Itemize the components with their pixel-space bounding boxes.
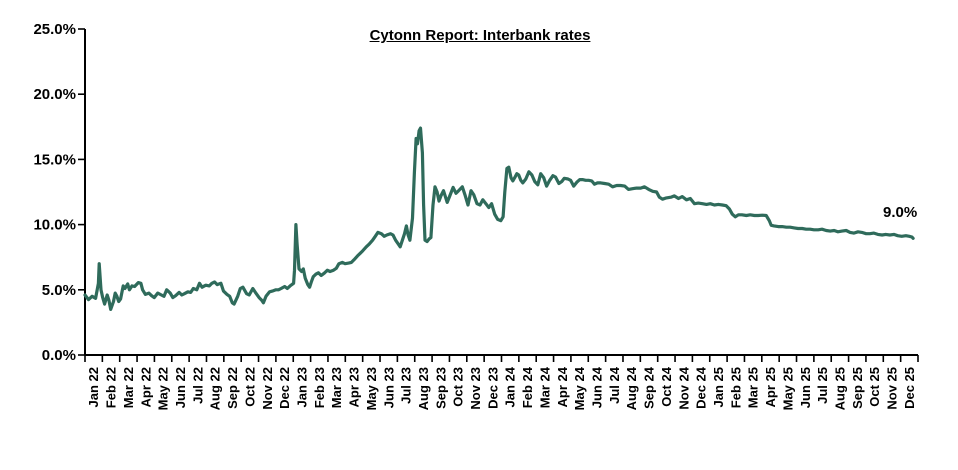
x-axis-label: Jan 23 bbox=[294, 367, 309, 407]
x-axis-label: Jan 22 bbox=[86, 367, 101, 407]
x-axis-label: Dec 22 bbox=[277, 367, 292, 409]
x-axis-label: Sep 25 bbox=[850, 367, 865, 409]
x-axis-label: Nov 24 bbox=[676, 366, 691, 409]
x-axis-label: Jun 22 bbox=[173, 367, 188, 408]
x-axis-label: Aug 23 bbox=[416, 367, 431, 410]
y-axis-label: 25.0% bbox=[33, 21, 76, 38]
x-axis-label: Sep 22 bbox=[225, 367, 240, 409]
x-axis-label: Dec 25 bbox=[902, 367, 917, 409]
x-axis-label: Dec 24 bbox=[694, 366, 709, 409]
x-axis-label: Jan 25 bbox=[711, 367, 726, 407]
x-axis-label: Mar 23 bbox=[329, 367, 344, 408]
last-value-label: 9.0% bbox=[883, 204, 918, 221]
x-axis-label: Aug 25 bbox=[832, 367, 847, 410]
x-axis-label: Sep 23 bbox=[433, 367, 448, 409]
x-axis-label: Sep 24 bbox=[642, 366, 657, 409]
x-axis-label: May 22 bbox=[156, 367, 171, 410]
y-axis-label: 20.0% bbox=[33, 86, 76, 103]
x-axis-label: Jul 25 bbox=[815, 367, 830, 404]
y-axis-label: 5.0% bbox=[42, 282, 76, 299]
x-axis-label: May 25 bbox=[780, 367, 795, 410]
x-axis-label: Feb 24 bbox=[520, 366, 535, 408]
x-axis-label: Feb 22 bbox=[104, 367, 119, 408]
x-axis-label: Dec 23 bbox=[485, 367, 500, 409]
x-axis-label: Feb 25 bbox=[728, 367, 743, 408]
x-axis-label: Oct 24 bbox=[659, 366, 674, 407]
x-axis-label: Jul 23 bbox=[399, 367, 414, 404]
x-axis-label: Nov 25 bbox=[885, 367, 900, 410]
x-axis-label: Aug 24 bbox=[624, 366, 639, 410]
x-axis-label: Mar 24 bbox=[537, 366, 552, 408]
x-axis-label: Jun 23 bbox=[381, 367, 396, 408]
x-axis-label: May 24 bbox=[572, 366, 587, 410]
x-axis-label: Nov 23 bbox=[468, 367, 483, 410]
x-axis-label: Jun 25 bbox=[798, 367, 813, 408]
interbank-rate-line bbox=[83, 126, 915, 311]
x-axis-label: Nov 22 bbox=[260, 367, 275, 410]
x-axis-label: May 23 bbox=[364, 367, 379, 410]
x-axis-label: Oct 23 bbox=[451, 367, 466, 407]
y-axis-label: 0.0% bbox=[42, 347, 76, 364]
x-axis-label: Jan 24 bbox=[503, 366, 518, 407]
x-axis-label: Oct 22 bbox=[242, 367, 257, 407]
x-axis-label: Mar 22 bbox=[121, 367, 136, 408]
x-axis-label: Apr 23 bbox=[347, 367, 362, 407]
x-axis-label: Oct 25 bbox=[867, 367, 882, 407]
x-axis-label: Feb 23 bbox=[312, 367, 327, 408]
x-axis-label: Apr 22 bbox=[138, 367, 153, 407]
x-axis-label: Apr 24 bbox=[555, 366, 570, 407]
x-axis-label: Jun 24 bbox=[589, 366, 604, 408]
x-axis-label: Apr 25 bbox=[763, 367, 778, 407]
x-axis-label: Jul 24 bbox=[607, 366, 622, 404]
chart-title: Cytonn Report: Interbank rates bbox=[369, 27, 591, 44]
y-axis-label: 10.0% bbox=[33, 217, 76, 234]
x-axis-label: Mar 25 bbox=[746, 367, 761, 408]
x-axis-label: Aug 22 bbox=[208, 367, 223, 410]
y-axis-label: 15.0% bbox=[33, 151, 76, 168]
x-axis-label: Jul 22 bbox=[190, 367, 205, 404]
